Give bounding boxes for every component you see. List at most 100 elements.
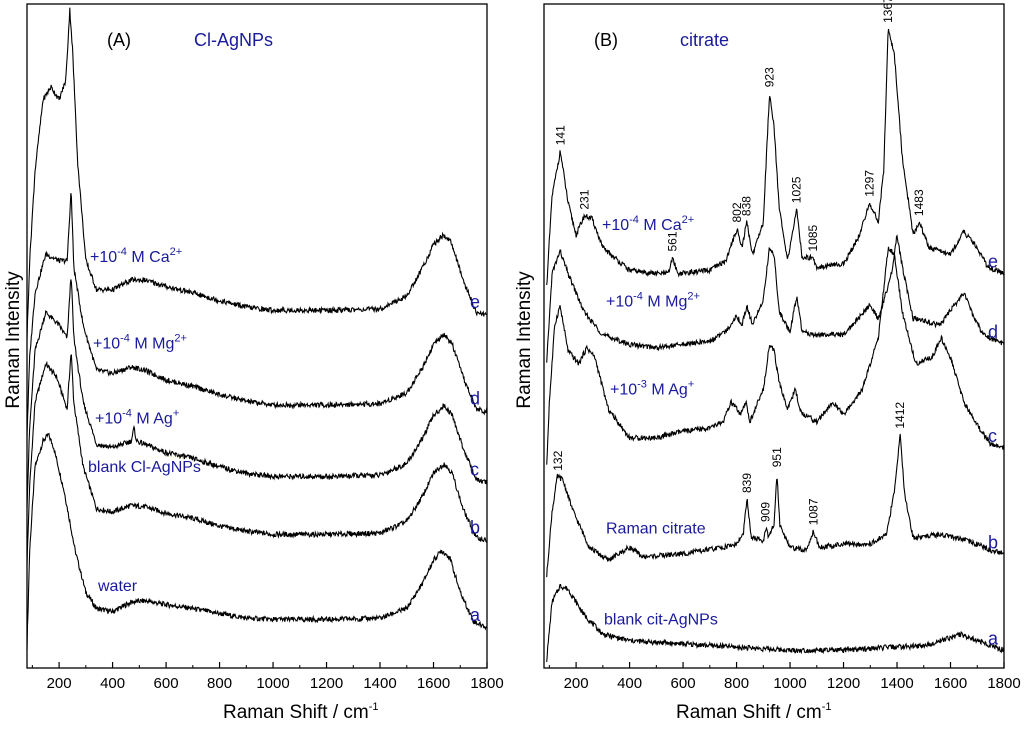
- annotation-tail: M Ca: [127, 249, 170, 266]
- annotation-tail-sup: +: [173, 408, 179, 420]
- peak-label: 923: [762, 67, 776, 87]
- annotation-main: blank cit-AgNPs: [604, 612, 718, 629]
- panel-a-curve-letters: a b c d e: [470, 292, 481, 625]
- peak-label: 951: [770, 447, 784, 467]
- curve-letter-e: e: [988, 251, 998, 271]
- annotation-tail-sup: 2+: [682, 214, 695, 226]
- panel-a-ylabel: Raman Intensity: [3, 271, 24, 409]
- curve-letter-d: d: [988, 322, 998, 342]
- x-tick-label: 1200: [827, 675, 860, 692]
- series-line-a: [26, 432, 488, 650]
- series-annotation-e: +10-4 M Ca2+: [90, 246, 182, 266]
- annotation-tail-sup: 2+: [170, 246, 183, 258]
- series-line-e: [546, 28, 1005, 286]
- series-line-b: [26, 354, 488, 566]
- x-tick-label: 400: [100, 675, 125, 692]
- x-tick-label: 1800: [987, 675, 1020, 692]
- curve-letter-b: b: [470, 517, 480, 537]
- panel-b-title: citrate: [680, 30, 729, 50]
- annotation-sup: -4: [120, 332, 130, 344]
- panel-a-label: (A): [107, 30, 131, 50]
- x-tick-label: 1400: [363, 675, 396, 692]
- series-line-b: [546, 433, 1005, 578]
- annotation-tail: M Mg: [643, 293, 687, 310]
- annotation-sup: -3: [637, 378, 647, 390]
- x-tick-label: 1600: [934, 675, 967, 692]
- series-annotation-e: +10-4 M Ca2+: [602, 214, 694, 234]
- series-line-d: [546, 234, 1005, 363]
- x-tick-label: 1600: [417, 675, 450, 692]
- x-tick-label: 400: [617, 675, 642, 692]
- curve-letter-a: a: [470, 605, 481, 625]
- curve-letter-c: c: [470, 459, 479, 479]
- annotation-main: +10: [610, 381, 637, 398]
- series-line-a: [546, 584, 1005, 662]
- peak-label: 1025: [790, 176, 804, 203]
- annotation-main: +10: [90, 249, 117, 266]
- panel-b-label: (B): [594, 30, 618, 50]
- peak-label: 1483: [912, 189, 926, 216]
- panel-b-curves: [546, 28, 1005, 662]
- annotation-main: +10: [95, 411, 122, 428]
- annotation-sup: -4: [629, 214, 639, 226]
- peak-label: 909: [759, 502, 773, 522]
- panel-b-frame: [543, 3, 1005, 669]
- series-annotation-b: Raman citrate: [606, 520, 706, 537]
- curve-letter-d: d: [470, 388, 480, 408]
- x-tick-label: 800: [207, 675, 232, 692]
- series-annotation-d: +10-4 M Mg2+: [93, 332, 187, 352]
- panel-b-ticks: 200 400 600 800 1000 1200 1400 1600 1800: [548, 662, 1021, 692]
- series-annotation-a: blank cit-AgNPs: [604, 612, 718, 629]
- series-line-e: [26, 7, 488, 340]
- peak-label: 802: [730, 202, 744, 222]
- x-tick-label: 600: [671, 675, 696, 692]
- series-line-c: [26, 279, 488, 508]
- curve-letter-e: e: [470, 292, 480, 312]
- peak-label: 561: [666, 231, 680, 251]
- series-annotation-c: +10-4 M Ag+: [95, 408, 179, 428]
- x-tick-label: 600: [154, 675, 179, 692]
- annotation-sup: -4: [117, 246, 127, 258]
- x-tick-label: 1000: [256, 675, 289, 692]
- annotation-tail-sup: 2+: [687, 290, 700, 302]
- x-tick-label: 200: [564, 675, 589, 692]
- annotation-sup: -4: [633, 290, 643, 302]
- peak-label: 838: [740, 196, 754, 216]
- peak-label: 1297: [862, 170, 876, 197]
- peak-label: 839: [740, 473, 754, 493]
- annotation-main: +10: [93, 335, 120, 352]
- curve-letter-c: c: [988, 426, 997, 446]
- curve-letter-b: b: [988, 532, 998, 552]
- annotation-tail-sup: 2+: [174, 332, 187, 344]
- series-annotation-b: blank Cl-AgNPs: [88, 459, 201, 476]
- series-annotation-d: +10-4 M Mg2+: [606, 290, 700, 310]
- annotation-sup: -4: [122, 408, 132, 420]
- peak-label: 1367: [881, 0, 895, 23]
- panel-b-ylabel: Raman Intensity: [514, 271, 535, 409]
- panel-b-xlabel: Raman Shift / cm-1: [676, 701, 832, 723]
- panel-a-title: Cl-AgNPs: [194, 30, 273, 50]
- peak-label: 141: [553, 125, 567, 145]
- annotation-main: water: [97, 578, 138, 595]
- peak-label: 1087: [806, 498, 820, 525]
- panel-a: 200 400 600 800 1000 1200 1400 1600 1800 a b c d e w…: [3, 3, 504, 723]
- x-tick-label: 800: [724, 675, 749, 692]
- peak-label: 132: [551, 450, 565, 470]
- x-tick-label: 200: [47, 675, 72, 692]
- panel-b-curve-letters: a b c d e: [988, 251, 999, 648]
- panel-b-xlabel-text: Raman Shift / cm: [676, 702, 822, 723]
- x-tick-label: 1200: [310, 675, 343, 692]
- series-annotation-c: +10-3 M Ag+: [610, 378, 694, 398]
- series-line-d: [26, 193, 488, 436]
- panel-a-curves: [26, 7, 488, 650]
- annotation-main: blank Cl-AgNPs: [88, 459, 201, 476]
- series-line-c: [546, 246, 1005, 465]
- panel-b-xlabel-sup: -1: [822, 701, 832, 713]
- peak-label: 231: [577, 189, 591, 209]
- annotation-main: +10: [602, 217, 629, 234]
- annotation-main: Raman citrate: [606, 520, 706, 537]
- series-annotation-a: water: [97, 578, 138, 595]
- peak-label: 1085: [806, 224, 820, 251]
